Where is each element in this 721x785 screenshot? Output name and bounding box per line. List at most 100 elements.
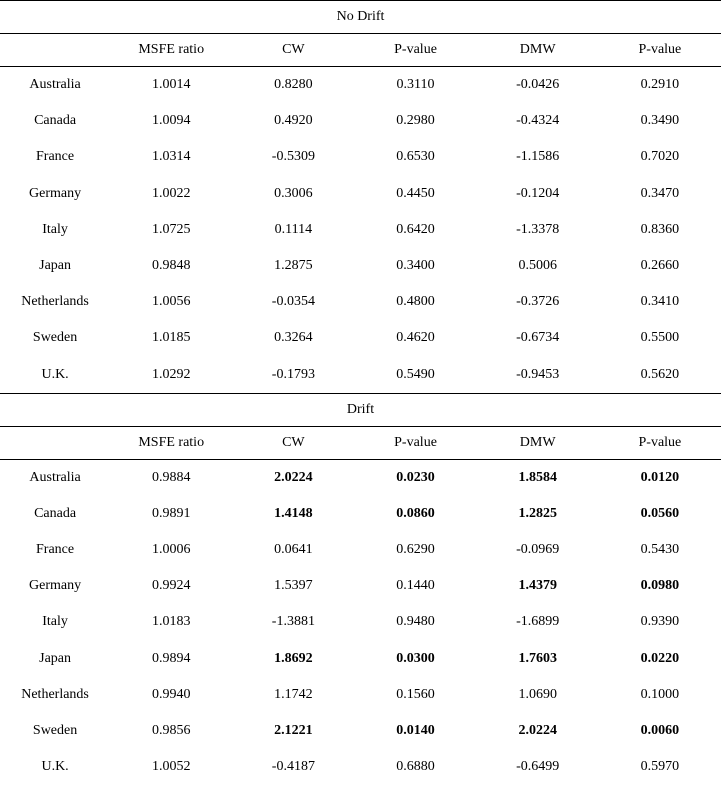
value-cell: -0.4324 — [477, 103, 599, 139]
value-cell: -0.9453 — [477, 357, 599, 394]
value-cell: 0.9390 — [599, 604, 721, 640]
value-cell: 0.3470 — [599, 176, 721, 212]
value-cell: 0.5006 — [477, 248, 599, 284]
value-cell: 1.0014 — [110, 67, 232, 104]
header-blank — [0, 34, 110, 67]
value-cell: 0.8360 — [599, 212, 721, 248]
section-title: No Drift — [0, 1, 721, 34]
value-cell: 0.0860 — [354, 496, 476, 532]
value-cell: 0.9891 — [110, 496, 232, 532]
table-row: Italy1.0183-1.38810.9480-1.68990.9390 — [0, 604, 721, 640]
value-cell: 0.0300 — [354, 641, 476, 677]
table-row: U.K.1.0292-0.17930.5490-0.94530.5620 — [0, 357, 721, 394]
value-cell: 0.5500 — [599, 320, 721, 356]
value-cell: 0.5490 — [354, 357, 476, 394]
country-cell: Netherlands — [0, 677, 110, 713]
value-cell: 0.0140 — [354, 713, 476, 749]
country-cell: Sweden — [0, 713, 110, 749]
value-cell: -1.3378 — [477, 212, 599, 248]
value-cell: 0.0980 — [599, 568, 721, 604]
value-cell: 0.0560 — [599, 496, 721, 532]
value-cell: 1.7603 — [477, 641, 599, 677]
value-cell: 0.2910 — [599, 67, 721, 104]
header-blank — [0, 426, 110, 459]
table-row: Australia1.00140.82800.3110-0.04260.2910 — [0, 67, 721, 104]
country-cell: Italy — [0, 604, 110, 640]
section-title-row: No Drift — [0, 1, 721, 34]
value-cell: 1.8584 — [477, 459, 599, 496]
value-cell: 1.0725 — [110, 212, 232, 248]
value-cell: 1.2875 — [232, 248, 354, 284]
value-cell: -1.1586 — [477, 139, 599, 175]
value-cell: 0.0220 — [599, 641, 721, 677]
value-cell: 0.5430 — [599, 532, 721, 568]
value-cell: 0.6880 — [354, 749, 476, 785]
table-row: Italy1.07250.11140.6420-1.33780.8360 — [0, 212, 721, 248]
table-row: Netherlands0.99401.17420.15601.06900.100… — [0, 677, 721, 713]
country-cell: France — [0, 139, 110, 175]
value-cell: 0.3400 — [354, 248, 476, 284]
value-cell: 0.9924 — [110, 568, 232, 604]
header-row: MSFE ratioCWP-valueDMWP-value — [0, 34, 721, 67]
value-cell: 0.4450 — [354, 176, 476, 212]
value-cell: 0.0060 — [599, 713, 721, 749]
value-cell: 1.0690 — [477, 677, 599, 713]
table-row: Netherlands1.0056-0.03540.4800-0.37260.3… — [0, 284, 721, 320]
country-cell: U.K. — [0, 749, 110, 785]
value-cell: 0.9856 — [110, 713, 232, 749]
column-header: P-value — [599, 34, 721, 67]
value-cell: -0.0969 — [477, 532, 599, 568]
value-cell: 2.1221 — [232, 713, 354, 749]
table-row: Sweden1.01850.32640.4620-0.67340.5500 — [0, 320, 721, 356]
value-cell: 1.0292 — [110, 357, 232, 394]
country-cell: France — [0, 532, 110, 568]
value-cell: 0.2660 — [599, 248, 721, 284]
value-cell: 1.0185 — [110, 320, 232, 356]
country-cell: Japan — [0, 248, 110, 284]
value-cell: 0.3264 — [232, 320, 354, 356]
value-cell: 0.3410 — [599, 284, 721, 320]
country-cell: Germany — [0, 568, 110, 604]
value-cell: 0.6530 — [354, 139, 476, 175]
value-cell: 1.8692 — [232, 641, 354, 677]
column-header: DMW — [477, 34, 599, 67]
value-cell: 0.5970 — [599, 749, 721, 785]
value-cell: 1.0056 — [110, 284, 232, 320]
table-row: Germany1.00220.30060.4450-0.12040.3470 — [0, 176, 721, 212]
table-row: Australia0.98842.02240.02301.85840.0120 — [0, 459, 721, 496]
country-cell: Italy — [0, 212, 110, 248]
country-cell: Germany — [0, 176, 110, 212]
section-title-row: Drift — [0, 393, 721, 426]
country-cell: Japan — [0, 641, 110, 677]
value-cell: 0.9848 — [110, 248, 232, 284]
value-cell: -0.5309 — [232, 139, 354, 175]
statistics-table: No DriftMSFE ratioCWP-valueDMWP-valueAus… — [0, 0, 721, 785]
value-cell: -0.0354 — [232, 284, 354, 320]
table-row: Canada1.00940.49200.2980-0.43240.3490 — [0, 103, 721, 139]
table-row: Japan0.98481.28750.34000.50060.2660 — [0, 248, 721, 284]
value-cell: -0.1204 — [477, 176, 599, 212]
value-cell: 0.4920 — [232, 103, 354, 139]
value-cell: 1.0022 — [110, 176, 232, 212]
value-cell: 0.9884 — [110, 459, 232, 496]
value-cell: 0.0230 — [354, 459, 476, 496]
value-cell: -1.3881 — [232, 604, 354, 640]
value-cell: -1.6899 — [477, 604, 599, 640]
country-cell: U.K. — [0, 357, 110, 394]
table-row: U.K.1.0052-0.41870.6880-0.64990.5970 — [0, 749, 721, 785]
column-header: MSFE ratio — [110, 426, 232, 459]
column-header: MSFE ratio — [110, 34, 232, 67]
table-row: Sweden0.98562.12210.01402.02240.0060 — [0, 713, 721, 749]
value-cell: 0.1114 — [232, 212, 354, 248]
value-cell: 0.1560 — [354, 677, 476, 713]
table-row: Japan0.98941.86920.03001.76030.0220 — [0, 641, 721, 677]
value-cell: 0.1440 — [354, 568, 476, 604]
value-cell: 0.2980 — [354, 103, 476, 139]
value-cell: -0.6734 — [477, 320, 599, 356]
section-title: Drift — [0, 393, 721, 426]
value-cell: 0.6420 — [354, 212, 476, 248]
value-cell: 0.8280 — [232, 67, 354, 104]
value-cell: 1.2825 — [477, 496, 599, 532]
value-cell: 0.9894 — [110, 641, 232, 677]
value-cell: 0.4620 — [354, 320, 476, 356]
